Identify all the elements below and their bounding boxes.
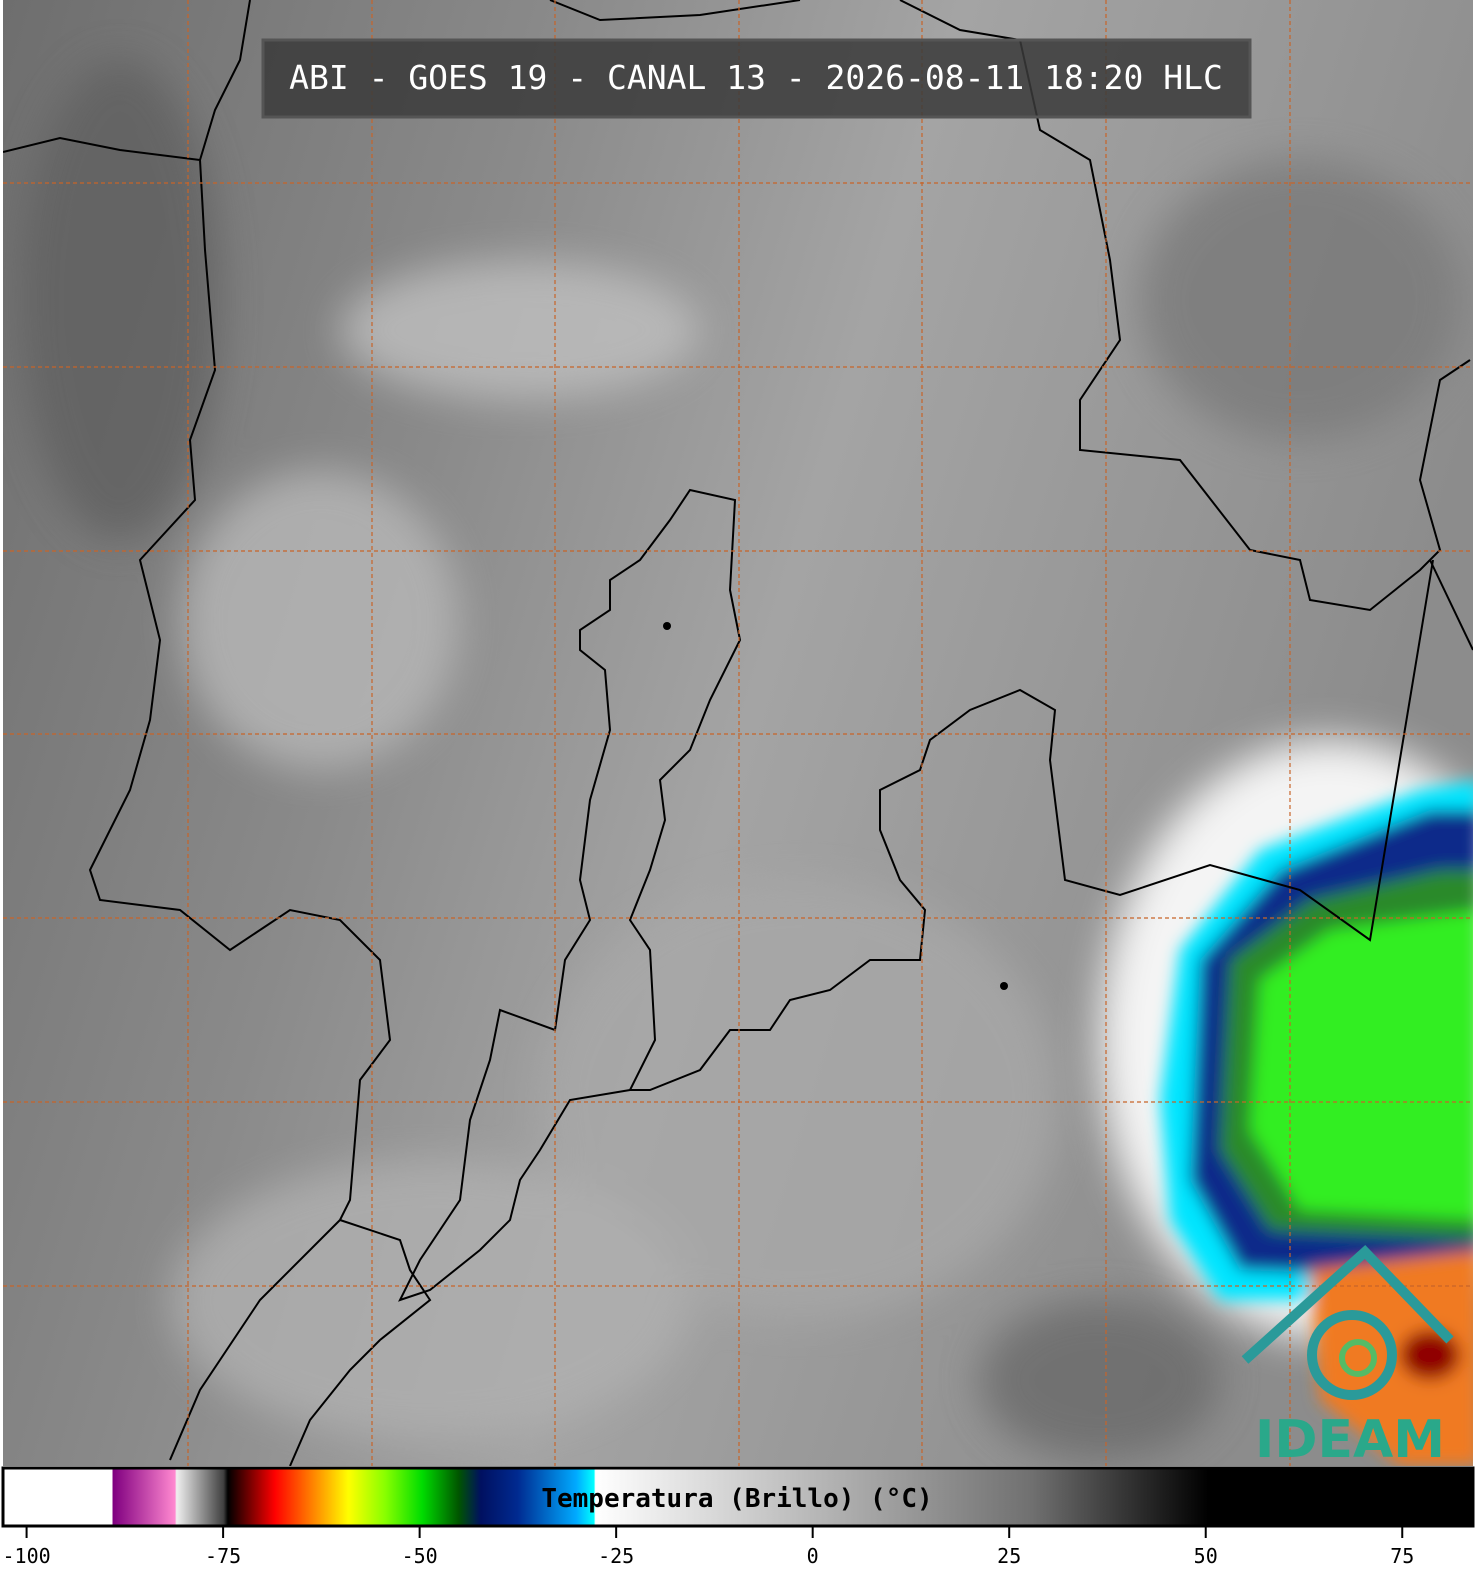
colorbar-gradient [1, 1466, 1475, 1528]
logo-text: IDEAM [1255, 1410, 1445, 1470]
colorbar-tick-label: 75 [1390, 1544, 1414, 1568]
logo: IDEAM [1241, 1245, 1454, 1470]
graticule [3, 0, 1473, 1466]
colorbar-tick-label: -25 [598, 1544, 634, 1568]
colorbar-tick-label: 50 [1194, 1544, 1218, 1568]
title-box [261, 38, 1252, 119]
colorbar-label: Temperatura (Brillo) (°C) [541, 1484, 932, 1514]
colorbar-tick-label: -100 [2, 1544, 50, 1568]
colorbar: Temperatura (Brillo) (°C) -100 -75 -50 -25 0… [1, 1466, 1475, 1568]
colorbar-tick-label: 0 [807, 1544, 819, 1568]
colorbar-tick-label: -75 [205, 1544, 241, 1568]
title: ABI - GOES 19 - CANAL 13 - 2026-08-11 18… [289, 58, 1223, 97]
satellite-image: IDEAM [3, 0, 1473, 1470]
colorbar-tick-label: 25 [997, 1544, 1021, 1568]
borders [3, 0, 1473, 1466]
colorbar-tick-label: -50 [402, 1544, 438, 1568]
